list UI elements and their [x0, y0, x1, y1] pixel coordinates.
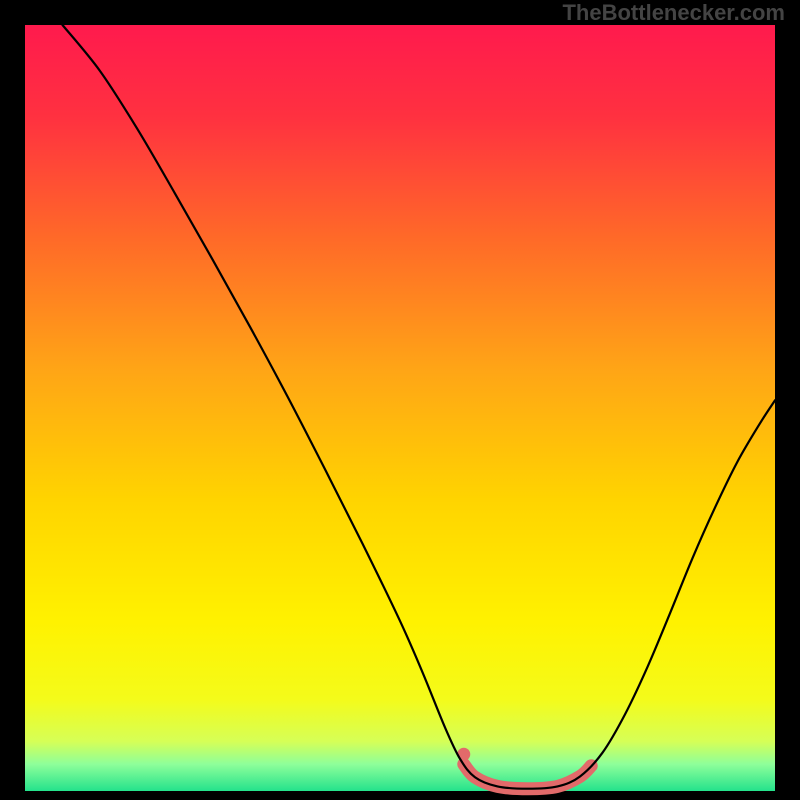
bottleneck-chart: TheBottlenecker.com: [0, 0, 800, 800]
gradient-background: [25, 25, 775, 791]
attribution-text: TheBottlenecker.com: [562, 0, 785, 25]
